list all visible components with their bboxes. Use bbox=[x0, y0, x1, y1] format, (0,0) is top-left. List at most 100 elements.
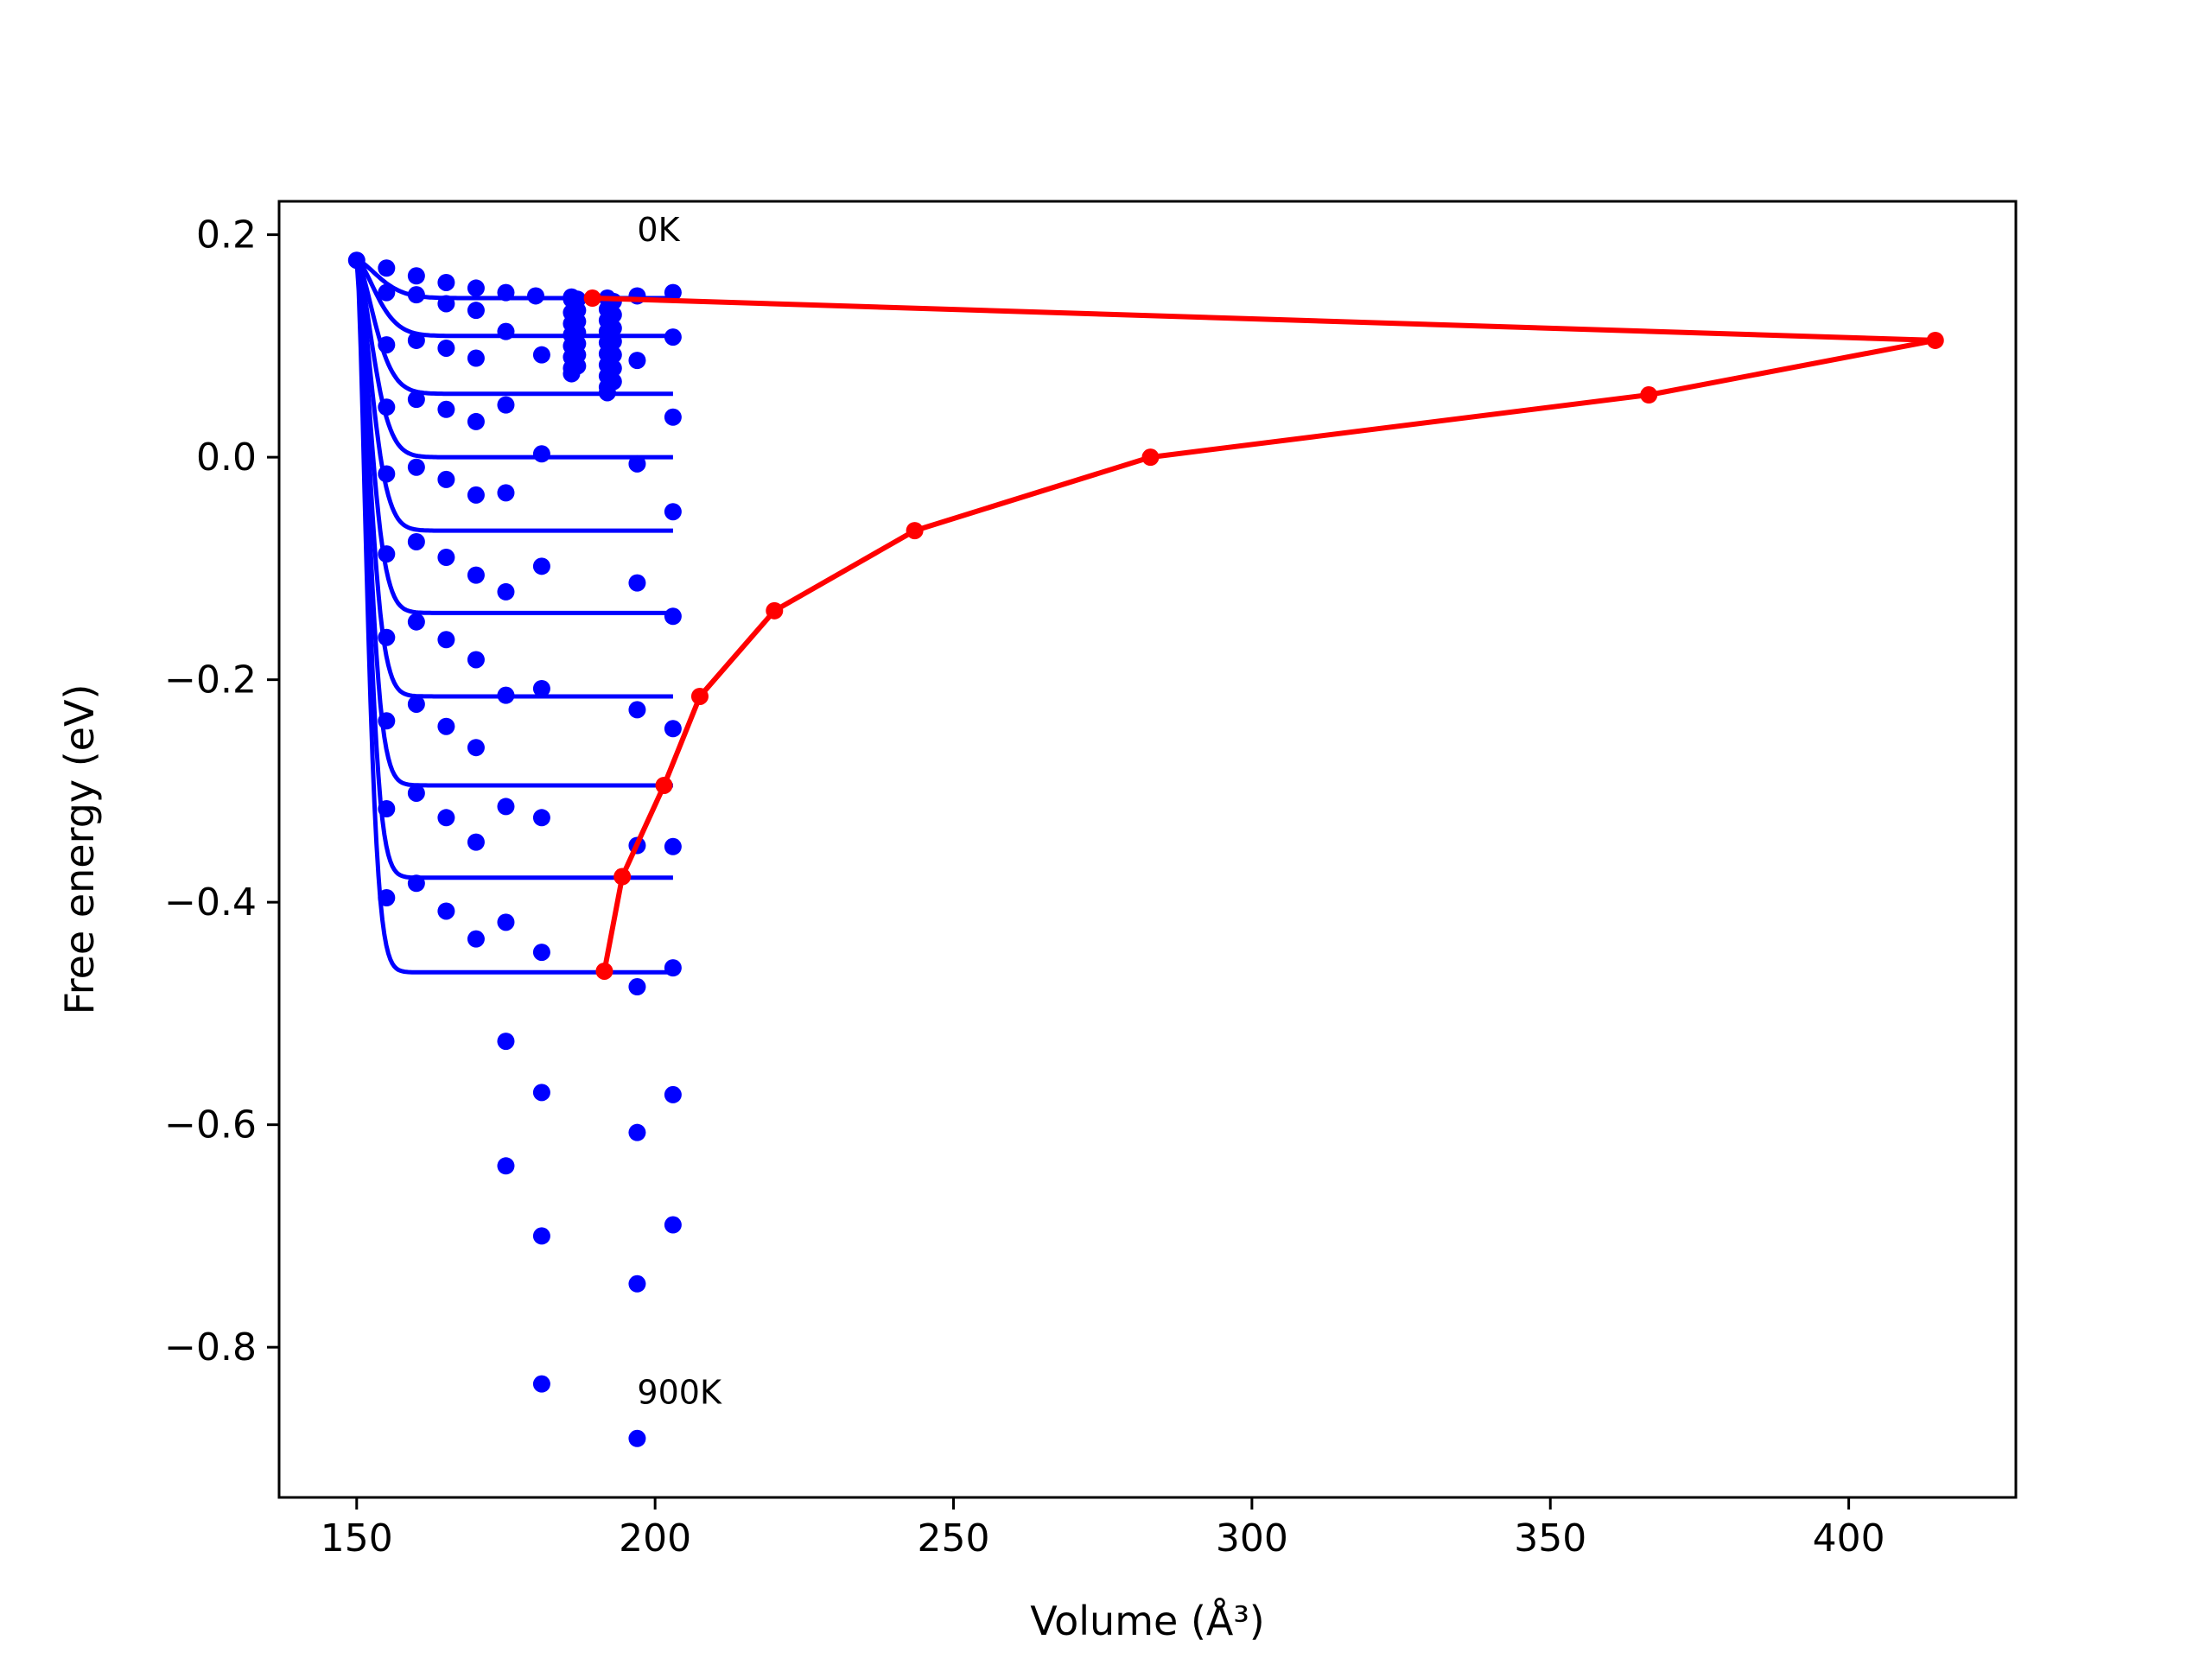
scatter-point bbox=[664, 328, 682, 346]
fit-curve bbox=[356, 257, 673, 301]
scatter-point bbox=[532, 557, 550, 575]
scatter-point bbox=[437, 549, 455, 567]
x-tick-label: 250 bbox=[918, 1516, 990, 1560]
scatter-point bbox=[378, 712, 396, 730]
minima-point bbox=[1141, 448, 1160, 467]
scatter-point bbox=[437, 339, 455, 357]
scatter-point bbox=[532, 809, 550, 827]
x-tick-label: 300 bbox=[1216, 1516, 1288, 1560]
scatter-points bbox=[347, 251, 682, 1447]
scatter-point bbox=[604, 319, 622, 337]
scatter-point bbox=[628, 454, 646, 473]
scatter-point bbox=[532, 445, 550, 463]
scatter-point bbox=[467, 349, 485, 367]
minima-point bbox=[595, 962, 613, 980]
scatter-point bbox=[532, 679, 550, 697]
y-tick-label: −0.4 bbox=[164, 880, 257, 925]
scatter-point bbox=[378, 259, 396, 277]
fit-curve bbox=[354, 258, 673, 397]
plot-frame bbox=[277, 200, 2018, 1499]
minima-point bbox=[766, 601, 784, 620]
scatter-point bbox=[497, 1033, 515, 1051]
scatter-point bbox=[532, 1375, 550, 1393]
minima-point bbox=[613, 868, 632, 886]
scatter-point bbox=[664, 408, 682, 426]
scatter-point bbox=[378, 800, 396, 818]
scatter-point bbox=[437, 902, 455, 920]
x-tick-label: 200 bbox=[619, 1516, 691, 1560]
scatter-point bbox=[467, 279, 485, 297]
scatter-point bbox=[437, 470, 455, 488]
scatter-point bbox=[437, 717, 455, 735]
scatter-point bbox=[628, 574, 646, 592]
x-axis-label: Volume (Å³) bbox=[1030, 1598, 1265, 1644]
scatter-point bbox=[407, 874, 425, 893]
annotation-900k: 900K bbox=[637, 1374, 722, 1412]
minima-point bbox=[1926, 331, 1944, 349]
scatter-point bbox=[532, 1227, 550, 1245]
scatter-point bbox=[664, 607, 682, 626]
scatter-point bbox=[378, 283, 396, 302]
scatter-point bbox=[467, 833, 485, 851]
y-axis-ticks: 0.2 0.0 −0.2 −0.4 −0.6 −0.8 bbox=[164, 213, 279, 1370]
scatter-point bbox=[467, 651, 485, 669]
scatter-point bbox=[467, 566, 485, 584]
scatter-point bbox=[467, 486, 485, 504]
scatter-point bbox=[664, 720, 682, 738]
scatter-point bbox=[378, 545, 396, 563]
x-tick-label: 400 bbox=[1813, 1516, 1885, 1560]
scatter-point bbox=[407, 286, 425, 304]
fit-curve bbox=[354, 259, 673, 533]
y-tick-label: 0.0 bbox=[196, 435, 257, 480]
scatter-point bbox=[467, 739, 485, 757]
scatter-point bbox=[532, 1084, 550, 1102]
minima-point bbox=[690, 687, 709, 705]
scatter-point bbox=[497, 1157, 515, 1175]
scatter-point bbox=[628, 701, 646, 719]
scatter-point bbox=[467, 302, 485, 320]
minima-point bbox=[655, 776, 673, 794]
scatter-point bbox=[407, 458, 425, 476]
scatter-point bbox=[664, 1085, 682, 1103]
scatter-point bbox=[628, 978, 646, 996]
x-tick-label: 150 bbox=[321, 1516, 393, 1560]
scatter-point bbox=[378, 889, 396, 907]
scatter-point bbox=[407, 784, 425, 802]
scatter-point bbox=[347, 251, 365, 270]
minima-series bbox=[583, 289, 1944, 980]
scatter-point bbox=[437, 809, 455, 827]
scatter-point bbox=[604, 333, 622, 351]
y-tick-label: −0.6 bbox=[164, 1103, 257, 1147]
scatter-point bbox=[407, 532, 425, 550]
scatter-point bbox=[437, 273, 455, 291]
fit-curve bbox=[354, 259, 673, 615]
scatter-point bbox=[664, 959, 682, 977]
y-tick-label: 0.2 bbox=[196, 213, 257, 257]
scatter-point bbox=[378, 398, 396, 416]
y-tick-label: −0.8 bbox=[164, 1325, 257, 1370]
minima-line bbox=[592, 296, 1938, 972]
y-axis-label: Free energy (eV) bbox=[56, 684, 103, 1015]
minima-point bbox=[906, 522, 924, 540]
scatter-point bbox=[527, 287, 545, 305]
fit-curve bbox=[354, 259, 673, 788]
scatter-point bbox=[532, 346, 550, 364]
minima-point bbox=[583, 289, 601, 308]
scatter-point bbox=[497, 396, 515, 414]
scatter-point bbox=[407, 613, 425, 631]
scatter-point bbox=[664, 283, 682, 302]
scatter-point bbox=[407, 267, 425, 285]
scatter-point bbox=[532, 944, 550, 962]
scatter-point bbox=[604, 359, 622, 378]
scatter-point bbox=[467, 412, 485, 430]
scatter-point bbox=[497, 913, 515, 931]
scatter-point bbox=[407, 391, 425, 409]
scatter-point bbox=[497, 798, 515, 816]
scatter-point bbox=[604, 346, 622, 364]
scatter-point bbox=[628, 1274, 646, 1293]
scatter-point bbox=[569, 357, 587, 375]
scatter-point bbox=[378, 628, 396, 646]
scatter-point bbox=[628, 1429, 646, 1447]
scatter-point bbox=[664, 837, 682, 855]
